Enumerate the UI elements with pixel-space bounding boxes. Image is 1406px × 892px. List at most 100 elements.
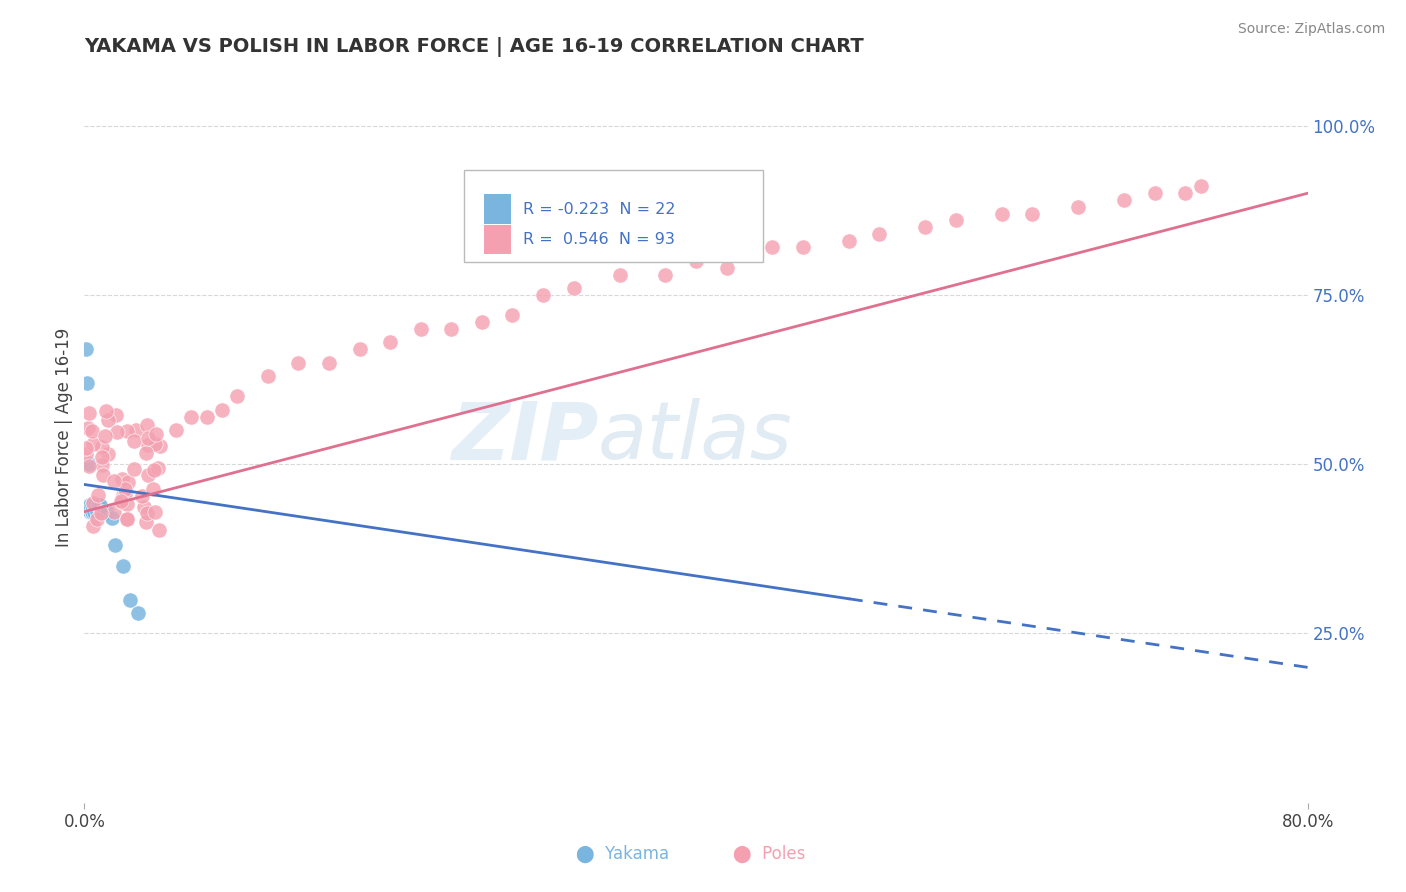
Point: [145, 505, 167, 519]
Text: YAKAMA VS POLISH IN LABOR FORCE | AGE 16-19 CORRELATION CHART: YAKAMA VS POLISH IN LABOR FORCE | AGE 16…: [84, 37, 865, 57]
Point: [122, 462, 145, 476]
Point: [75, 441, 97, 455]
Point: [502, 308, 524, 322]
Point: [211, 403, 233, 417]
Point: [148, 523, 170, 537]
Point: [75, 342, 97, 356]
Text: R = -0.223  N = 22: R = -0.223 N = 22: [523, 202, 676, 217]
Point: [91, 505, 114, 519]
Point: [1189, 179, 1212, 194]
Point: [82, 437, 104, 451]
Point: [90, 505, 112, 519]
Point: [145, 426, 167, 441]
Point: [122, 434, 145, 449]
Point: [117, 475, 139, 489]
Point: [103, 475, 125, 489]
Point: [135, 515, 157, 529]
Point: [114, 487, 136, 501]
FancyBboxPatch shape: [484, 225, 512, 254]
Point: [792, 240, 814, 254]
Text: Source: ZipAtlas.com: Source: ZipAtlas.com: [1237, 22, 1385, 37]
Point: [103, 505, 125, 519]
Point: [94, 403, 117, 417]
Point: [111, 558, 134, 573]
Point: [97, 447, 120, 461]
Point: [991, 206, 1014, 220]
Point: [131, 489, 153, 503]
FancyBboxPatch shape: [464, 170, 763, 261]
Point: [79, 505, 101, 519]
Y-axis label: In Labor Force | Age 16-19: In Labor Force | Age 16-19: [55, 327, 73, 547]
Point: [77, 498, 100, 512]
Point: [111, 488, 134, 502]
Point: [120, 592, 142, 607]
Point: [75, 447, 97, 461]
Point: [111, 472, 134, 486]
Point: [531, 288, 554, 302]
FancyBboxPatch shape: [484, 194, 512, 224]
Point: [115, 512, 138, 526]
Point: [97, 413, 120, 427]
Point: [104, 408, 127, 422]
Point: [136, 467, 159, 482]
Point: [440, 322, 463, 336]
Point: [471, 315, 494, 329]
Point: [105, 425, 128, 439]
Point: [114, 482, 136, 496]
Point: [104, 538, 127, 552]
Point: [1067, 200, 1090, 214]
Point: [135, 446, 157, 460]
Point: [914, 220, 936, 235]
Point: [1021, 206, 1043, 220]
Point: [91, 458, 114, 473]
Point: [257, 369, 280, 384]
Point: [96, 505, 118, 519]
Point: [90, 440, 112, 454]
Point: [1143, 186, 1166, 201]
Point: [145, 437, 167, 451]
Point: [80, 424, 103, 438]
Point: [79, 406, 101, 420]
Point: [349, 342, 371, 356]
Point: [685, 254, 707, 268]
Text: ZIP: ZIP: [451, 398, 598, 476]
Point: [86, 505, 108, 519]
Point: [93, 468, 115, 483]
Point: [83, 505, 105, 519]
Point: [609, 268, 631, 282]
Point: [115, 496, 138, 510]
Point: [138, 431, 160, 445]
Point: [125, 423, 148, 437]
Point: [89, 498, 111, 512]
Point: [86, 512, 108, 526]
Point: [1114, 193, 1136, 207]
Point: [654, 268, 676, 282]
Point: [132, 500, 155, 514]
Point: [287, 355, 309, 369]
Text: ⬤  Yakama: ⬤ Yakama: [576, 845, 669, 863]
Point: [110, 493, 132, 508]
Point: [77, 421, 100, 435]
Point: [142, 482, 165, 496]
Point: [117, 512, 139, 526]
Point: [716, 260, 738, 275]
Point: [77, 457, 100, 471]
Point: [136, 506, 159, 520]
Point: [90, 450, 112, 464]
Text: R =  0.546  N = 93: R = 0.546 N = 93: [523, 232, 675, 247]
Point: [380, 335, 402, 350]
Point: [82, 496, 104, 510]
Point: [136, 437, 159, 451]
Point: [101, 511, 124, 525]
Point: [80, 505, 103, 519]
Text: atlas: atlas: [598, 398, 793, 476]
Point: [80, 505, 103, 519]
Point: [1174, 186, 1197, 201]
Point: [82, 519, 104, 533]
Point: [838, 234, 860, 248]
Point: [562, 281, 585, 295]
Point: [127, 606, 149, 620]
Point: [90, 506, 112, 520]
Point: [76, 376, 98, 390]
Point: [135, 418, 157, 433]
